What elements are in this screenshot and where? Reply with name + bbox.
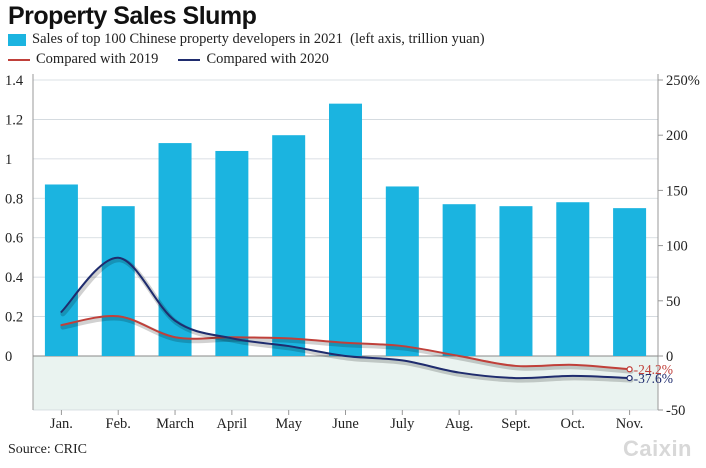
x-tick-1: Feb.	[106, 416, 131, 432]
series-end-marker-1	[626, 374, 633, 382]
bar-7	[442, 204, 476, 356]
x-tick-4: May	[275, 416, 302, 432]
y-right-tick-3: 100	[666, 239, 688, 255]
legend-2020-swatch	[178, 58, 201, 61]
legend-2020-label: Compared with 2020	[206, 51, 329, 67]
source-note: Source: CRIC	[8, 442, 87, 457]
series-end-label-1: -37.6%	[634, 371, 673, 386]
x-tick-3: April	[217, 416, 248, 432]
series-line-1	[60, 256, 631, 380]
x-tick-0: Jan.	[50, 416, 73, 432]
bar-4	[272, 135, 306, 356]
legend-bars: Sales of top 100 Chinese property develo…	[8, 31, 485, 48]
bar-10	[613, 208, 647, 356]
bar-3	[215, 150, 249, 356]
y-left-tick-7: 1.4	[5, 73, 24, 89]
x-tick-10: Nov.	[616, 416, 644, 432]
bar-8	[499, 206, 533, 356]
bar-5	[329, 103, 362, 357]
legend-lines: Compared with 2019 Compared with 2020	[8, 51, 329, 68]
x-tick-5: June	[332, 416, 359, 432]
series-end-label-0: -24.2%	[634, 362, 673, 377]
y-right-tick-5: 200	[666, 128, 688, 144]
x-tick-6: July	[390, 416, 415, 432]
legend-2019-swatch	[8, 58, 30, 61]
legend-2019-label: Compared with 2019	[36, 51, 159, 67]
chart-title: Property Sales Slump	[8, 2, 257, 30]
y-right-tick-6: 250%	[666, 73, 700, 89]
y-right-tick-2: 50	[666, 294, 681, 310]
x-tick-2: March	[156, 416, 195, 432]
y-right-tick-4: 150	[666, 183, 688, 199]
bar-1	[101, 206, 135, 356]
series-line-0	[60, 314, 631, 371]
caixin-logo: Caixin	[622, 436, 692, 461]
y-left-tick-6: 1.2	[5, 112, 23, 128]
x-tick-9: Oct.	[560, 416, 585, 432]
y-right-tick-0: -50	[666, 403, 685, 419]
legend-bar-swatch	[8, 33, 26, 46]
x-tick-8: Sept.	[501, 416, 530, 432]
y-left-tick-5: 1	[5, 152, 12, 168]
y-left-tick-1: 0.2	[5, 310, 23, 326]
series-shadow-0	[60, 315, 634, 374]
x-tick-7: Aug.	[445, 416, 474, 432]
y-left-tick-2: 0.4	[5, 270, 24, 286]
y-right-tick-1: 0	[666, 349, 673, 365]
legend-bar-label: Sales of top 100 Chinese property develo…	[32, 31, 343, 47]
series-end-marker-0	[626, 366, 633, 373]
y-left-tick-0: 0	[5, 349, 12, 365]
legend-bar-note: (left axis, trillion yuan)	[350, 31, 485, 47]
y-left-tick-3: 0.6	[5, 231, 23, 247]
bar-9	[556, 202, 590, 356]
y-left-tick-4: 0.8	[5, 191, 23, 207]
bar-0	[44, 184, 78, 356]
bar-6	[385, 186, 419, 356]
